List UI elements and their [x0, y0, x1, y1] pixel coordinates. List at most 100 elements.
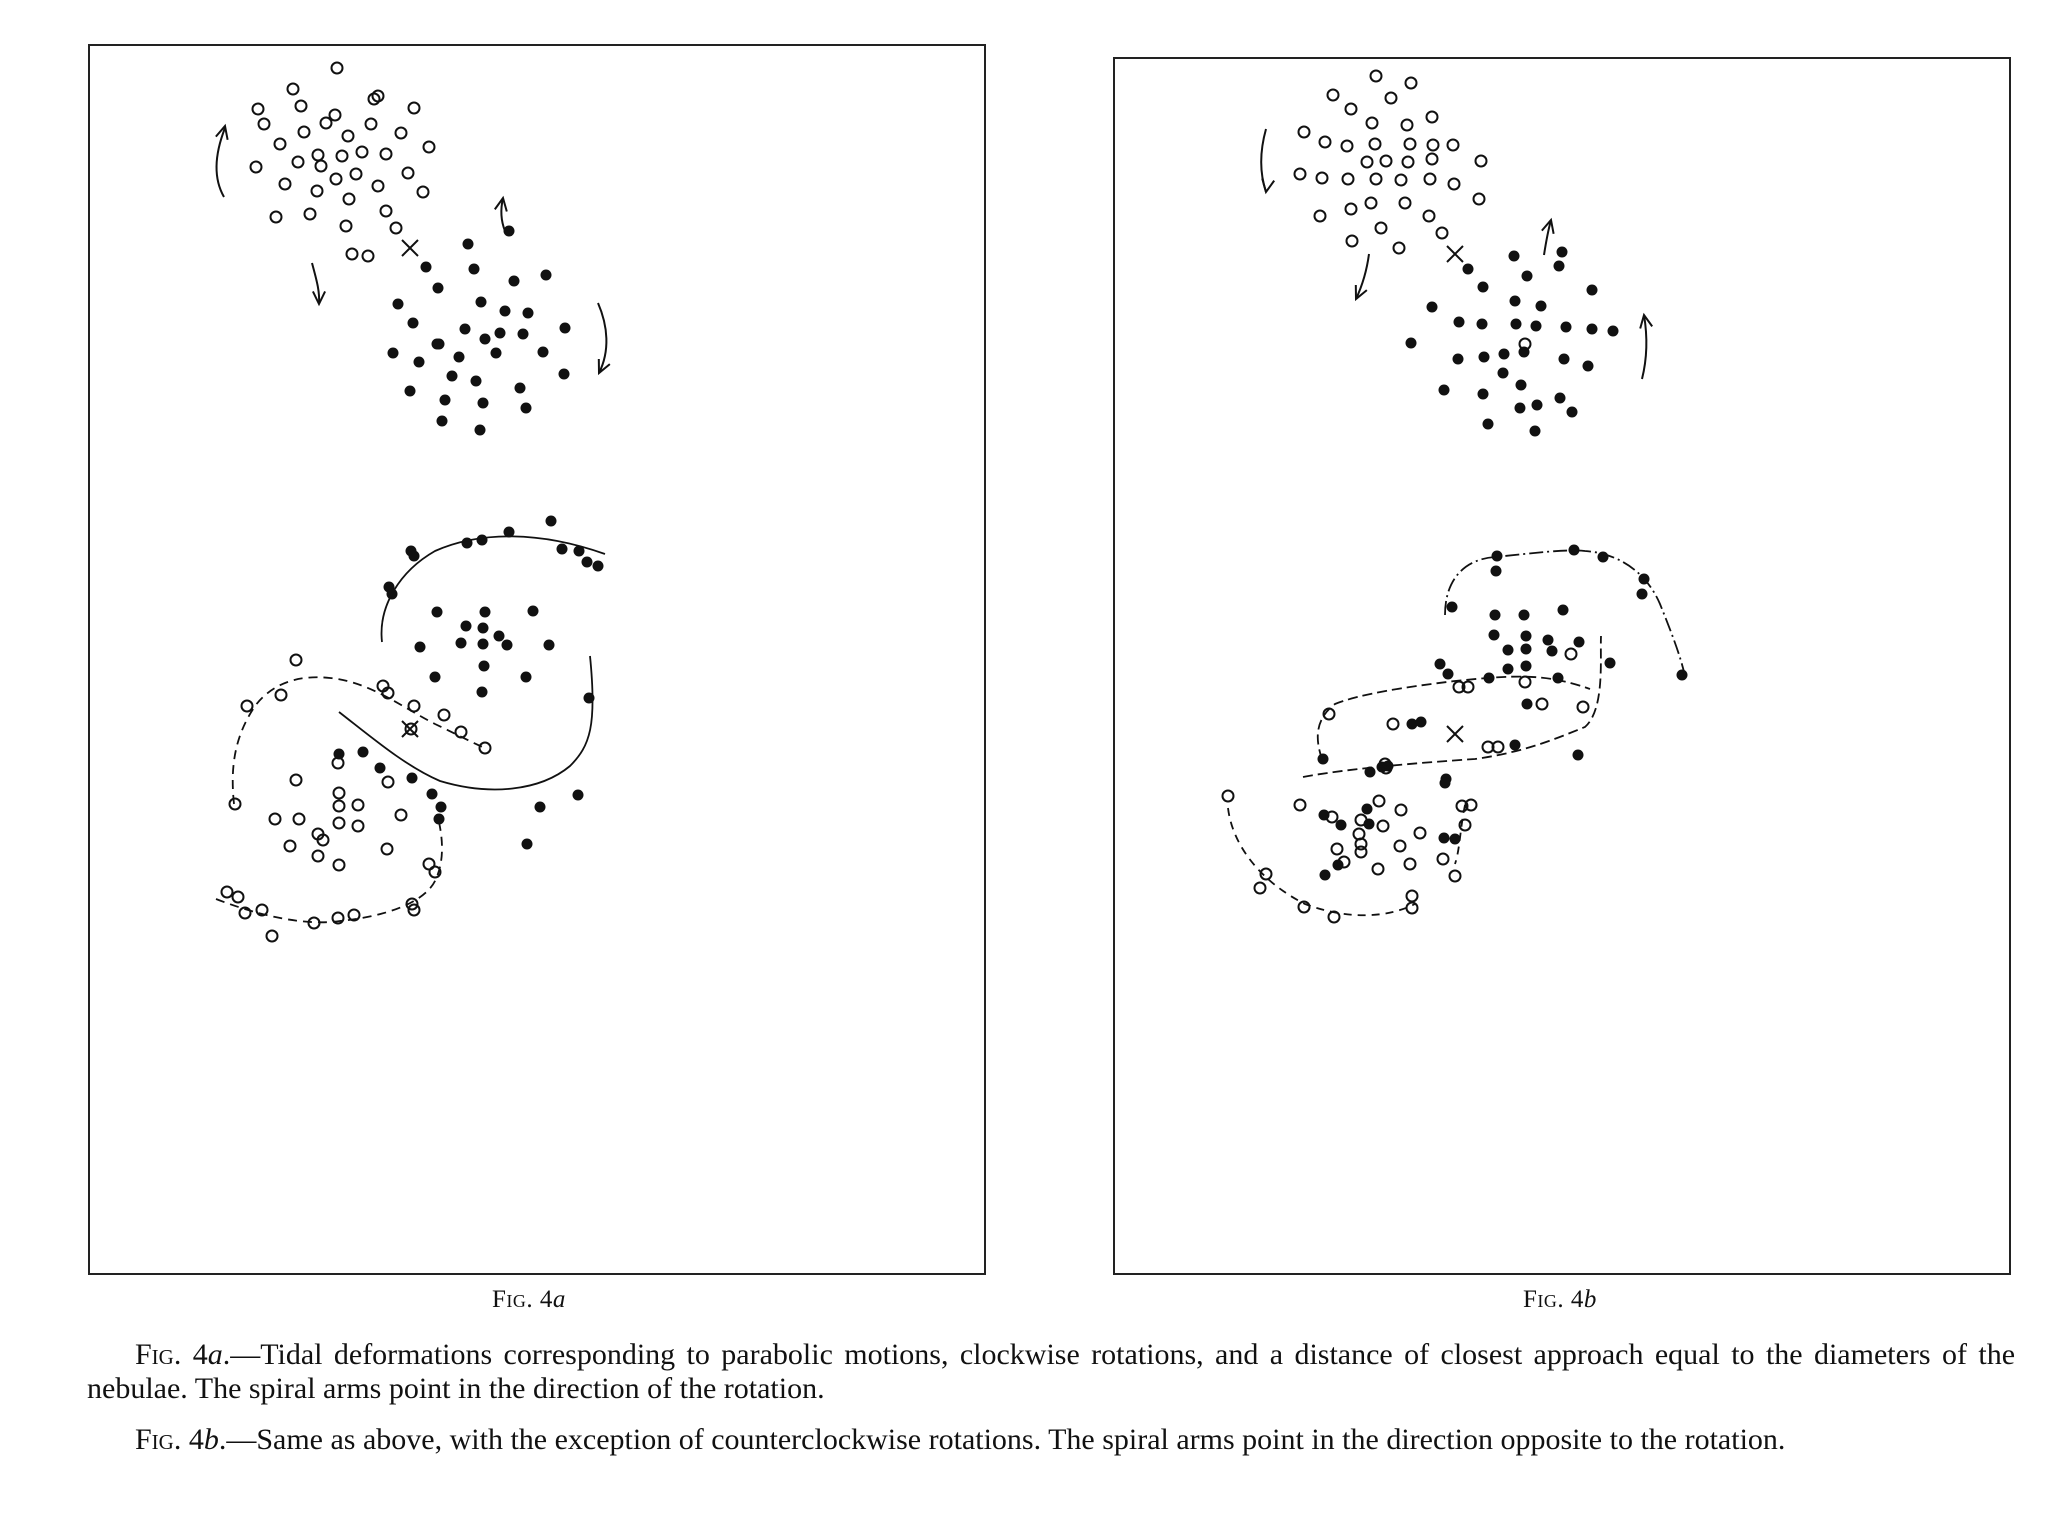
open-particle [1455, 799, 1469, 813]
open-particle [1259, 867, 1273, 881]
filled-particle [1449, 833, 1461, 845]
figure-4b-diagram [1221, 69, 1688, 924]
spiral-arm-curve [1302, 635, 1602, 778]
open-particle [1344, 202, 1358, 216]
open-particle [251, 102, 265, 116]
open-particle [1365, 116, 1379, 130]
filled-particle [477, 397, 489, 409]
filled-particle [1535, 300, 1547, 312]
filled-particle [517, 328, 529, 340]
filled-particle [1521, 270, 1533, 282]
open-particle [1337, 855, 1351, 869]
filled-particle [1482, 418, 1494, 430]
filled-particle [1558, 353, 1570, 365]
open-particle [286, 82, 300, 96]
open-particle [311, 849, 325, 863]
open-particle [1447, 177, 1461, 191]
open-particle [1297, 125, 1311, 139]
open-particle [331, 756, 345, 770]
arrow-head [312, 290, 326, 307]
open-particle [269, 210, 283, 224]
figure-4a-panel [88, 44, 986, 1275]
open-particle [1325, 810, 1339, 824]
open-particle [1368, 137, 1382, 151]
open-particle [1564, 647, 1578, 661]
spiral-arm-curve [1316, 675, 1591, 760]
filled-particle [479, 333, 491, 345]
filled-particle [503, 225, 515, 237]
caption-4b-body: .—Same as above, with the exception of c… [218, 1423, 1786, 1456]
caption-4a: Fig. 4a.—Tidal deformations correspondin… [87, 1338, 2015, 1406]
open-particle [1518, 337, 1532, 351]
filled-particle [374, 762, 386, 774]
open-particle [1405, 901, 1419, 915]
open-particle [1315, 171, 1329, 185]
open-particle [422, 140, 436, 154]
filled-particle [1498, 348, 1510, 360]
filled-particle [446, 370, 458, 382]
filled-particle [520, 671, 532, 683]
filled-particle [1557, 604, 1569, 616]
filled-particle [431, 338, 443, 350]
open-particle [311, 148, 325, 162]
filled-particle [1542, 634, 1554, 646]
open-particle [1376, 819, 1390, 833]
open-particle [349, 167, 363, 181]
caption-4b-prefix: Fig. 4 [135, 1423, 204, 1456]
open-particle [329, 172, 343, 186]
open-particle [1394, 803, 1408, 817]
arrow-head [1354, 284, 1368, 302]
filled-particle [1560, 321, 1572, 333]
filled-particle [1515, 379, 1527, 391]
filled-particle [1442, 668, 1454, 680]
filled-particle [573, 545, 585, 557]
spiral-arm-curve [380, 535, 606, 643]
filled-particle [1488, 629, 1500, 641]
open-particle [231, 890, 245, 904]
center-of-mass-cross [1446, 245, 1464, 263]
open-particle [379, 147, 393, 161]
open-particle [1297, 900, 1311, 914]
filled-particle [1502, 663, 1514, 675]
open-particle [345, 247, 359, 261]
rotation-arrow [1641, 314, 1648, 380]
rotation-arrow [311, 262, 321, 305]
open-particle [289, 653, 303, 667]
filled-particle [1607, 325, 1619, 337]
filled-particle [1434, 658, 1446, 670]
filled-particle [1531, 399, 1543, 411]
open-particle [265, 929, 279, 943]
filled-particle [1452, 353, 1464, 365]
filled-particle [521, 838, 533, 850]
open-particle [1393, 839, 1407, 853]
open-particle [332, 799, 346, 813]
open-particle [361, 249, 375, 263]
open-particle [367, 92, 381, 106]
filled-particle [522, 307, 534, 319]
open-particle [1293, 798, 1307, 812]
filled-particle [1529, 425, 1541, 437]
filled-particle [1530, 320, 1542, 332]
filled-particle [1568, 544, 1580, 556]
filled-particle [1462, 263, 1474, 275]
open-particle [310, 184, 324, 198]
filled-particle [1490, 565, 1502, 577]
open-particle [1293, 167, 1307, 181]
open-particle [273, 137, 287, 151]
open-particle [294, 99, 308, 113]
filled-particle [543, 639, 555, 651]
filled-particle [1521, 698, 1533, 710]
open-particle [1491, 740, 1505, 754]
open-particle [1404, 76, 1418, 90]
filled-particle [474, 424, 486, 436]
open-particle [371, 179, 385, 193]
open-particle [341, 129, 355, 143]
filled-particle [431, 606, 443, 618]
open-particle [339, 219, 353, 233]
spiral-arm-curve [231, 676, 486, 805]
open-particle [1398, 196, 1412, 210]
open-particle [297, 125, 311, 139]
open-particle [355, 145, 369, 159]
filled-particle [436, 415, 448, 427]
open-particle [1372, 794, 1386, 808]
